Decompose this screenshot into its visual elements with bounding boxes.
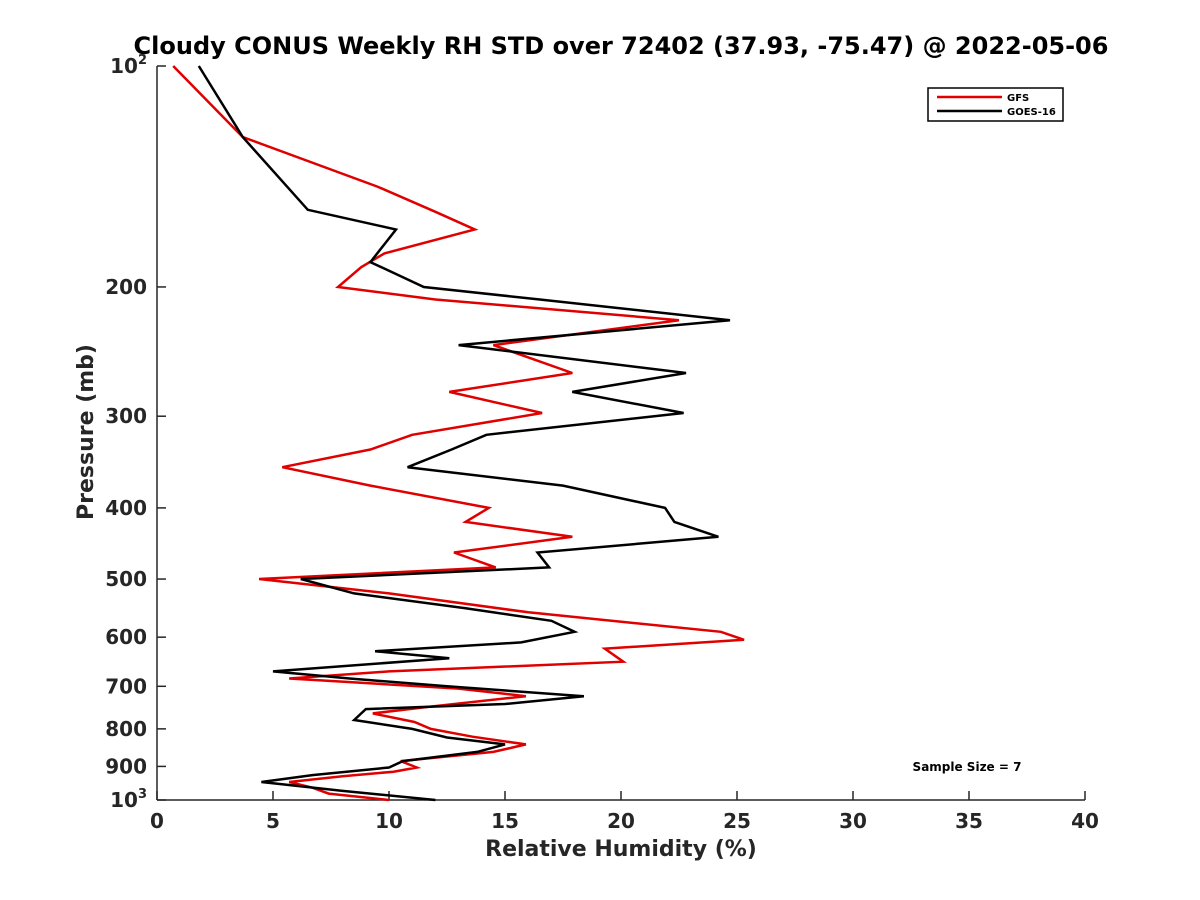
x-tick-label: 20 bbox=[607, 809, 635, 833]
y-axis-label: Pressure (mb) bbox=[74, 344, 99, 520]
x-tick-label: 35 bbox=[955, 809, 983, 833]
y-tick-label: 900 bbox=[105, 754, 147, 778]
y-tick-label: 400 bbox=[105, 496, 147, 520]
y-tick-label: 300 bbox=[105, 404, 147, 428]
x-tick-label: 10 bbox=[375, 809, 403, 833]
legend: GFS GOES-16 bbox=[927, 87, 1064, 122]
x-tick-label: 25 bbox=[723, 809, 751, 833]
legend-label-gfs: GFS bbox=[1007, 93, 1029, 104]
y-tick-label: 600 bbox=[105, 625, 147, 649]
legend-label-goes-16: GOES-16 bbox=[1007, 107, 1056, 118]
series-line-gfs bbox=[172, 65, 745, 802]
x-tick-label: 15 bbox=[491, 809, 519, 833]
y-tick-label: 700 bbox=[105, 674, 147, 698]
y-tick-label: 102 bbox=[110, 53, 147, 78]
sample-size-annotation: Sample Size = 7 bbox=[913, 760, 1022, 774]
x-tick-label: 0 bbox=[150, 809, 164, 833]
x-tick-label: 5 bbox=[266, 809, 280, 833]
series-line-goes-16 bbox=[197, 65, 731, 802]
plot-area: 0 5 10 15 20 25 30 35 40 102 200 300 400 500 600 700 800… bbox=[105, 53, 1099, 833]
y-tick-label: 103 bbox=[110, 787, 147, 812]
chart-title: Cloudy CONUS Weekly RH STD over 72402 (3… bbox=[134, 32, 1109, 60]
x-tick-label: 40 bbox=[1071, 809, 1099, 833]
x-axis-label: Relative Humidity (%) bbox=[485, 837, 757, 862]
y-tick-label: 200 bbox=[105, 275, 147, 299]
legend-box bbox=[927, 87, 1064, 122]
x-tick-label: 30 bbox=[839, 809, 867, 833]
y-tick-label: 500 bbox=[105, 567, 147, 591]
y-tick-label: 800 bbox=[105, 717, 147, 741]
